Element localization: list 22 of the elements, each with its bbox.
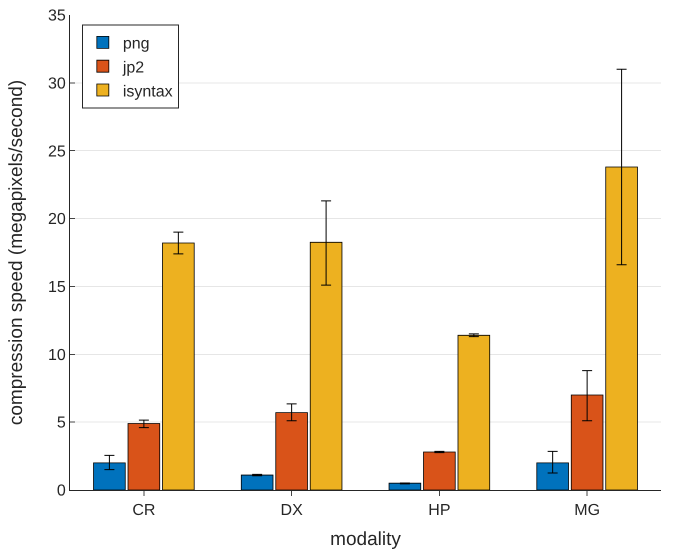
legend-label: isyntax	[122, 83, 173, 100]
bar	[128, 423, 160, 490]
legend-label: png	[122, 36, 150, 53]
bar	[423, 452, 456, 490]
y-tick-label: 5	[56, 414, 66, 432]
legend-label: jp2	[122, 59, 144, 76]
x-tick-label: HP	[428, 502, 450, 520]
y-tick-label: 0	[56, 482, 66, 500]
y-axis-title: compression speed (megapixels/second)	[6, 80, 27, 426]
bar	[240, 474, 274, 490]
x-tick-label: MG	[574, 502, 600, 520]
bar	[388, 482, 422, 490]
x-axis-title: modality	[330, 529, 402, 550]
y-tick-label: 10	[48, 346, 66, 364]
y-tick-label: 15	[48, 279, 66, 296]
y-tick-label: 35	[48, 8, 66, 25]
y-tick-label: 30	[48, 75, 66, 92]
y-tick-label: 25	[48, 143, 66, 160]
x-tick-label: CR	[132, 502, 156, 520]
x-tick-label: DX	[280, 502, 304, 520]
y-tick-label: 20	[48, 211, 66, 228]
bar	[458, 334, 490, 490]
